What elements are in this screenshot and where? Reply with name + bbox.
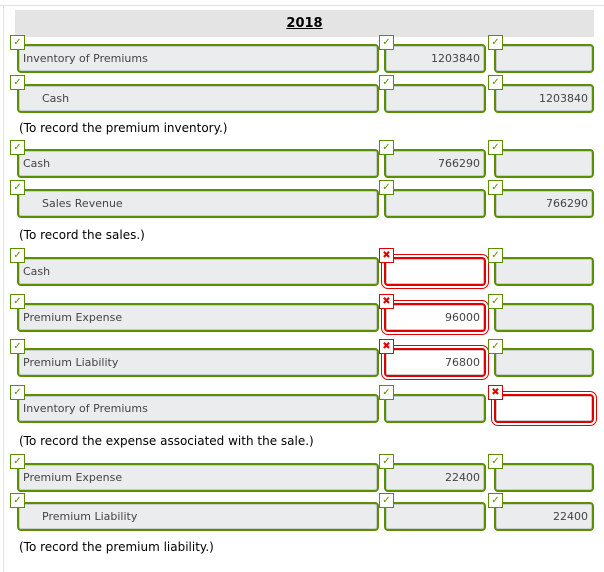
debit-field[interactable] <box>384 502 486 531</box>
left-divider <box>3 5 4 572</box>
check-icon: ✓ <box>488 294 503 309</box>
credit-field[interactable] <box>494 303 594 332</box>
credit-field[interactable] <box>494 348 594 377</box>
account-field[interactable]: Premium Expense <box>17 463 379 492</box>
check-icon: ✓ <box>379 385 394 400</box>
account-field[interactable]: Cash <box>17 149 379 178</box>
check-icon: ✓ <box>488 75 503 90</box>
x-icon: ✖ <box>379 294 394 309</box>
credit-field[interactable] <box>494 257 594 286</box>
check-icon: ✓ <box>379 493 394 508</box>
memo: (To record the sales.) <box>19 228 145 242</box>
account-field[interactable]: Inventory of Premiums <box>17 44 379 73</box>
check-icon: ✓ <box>10 454 25 469</box>
check-icon: ✓ <box>488 339 503 354</box>
credit-field[interactable] <box>494 394 594 423</box>
account-field[interactable]: Premium Liability <box>17 502 379 531</box>
debit-field[interactable] <box>384 257 486 286</box>
credit-field[interactable] <box>494 463 594 492</box>
check-icon: ✓ <box>488 180 503 195</box>
check-icon: ✓ <box>10 75 25 90</box>
check-icon: ✓ <box>379 140 394 155</box>
account-field[interactable]: Premium Expense <box>17 303 379 332</box>
account-field[interactable]: Premium Liability <box>17 348 379 377</box>
debit-field[interactable]: 96000 <box>384 303 486 332</box>
account-field[interactable]: Cash <box>17 84 379 113</box>
debit-field[interactable]: 76800 <box>384 348 486 377</box>
check-icon: ✓ <box>488 454 503 469</box>
credit-field[interactable]: 1203840 <box>494 84 594 113</box>
memo: (To record the premium liability.) <box>19 540 214 554</box>
debit-field[interactable]: 766290 <box>384 149 486 178</box>
check-icon: ✓ <box>10 140 25 155</box>
check-icon: ✓ <box>488 35 503 50</box>
account-field[interactable]: Sales Revenue <box>17 189 379 218</box>
debit-field[interactable] <box>384 394 486 423</box>
check-icon: ✓ <box>10 339 25 354</box>
account-field[interactable]: Cash <box>17 257 379 286</box>
account-field[interactable]: Inventory of Premiums <box>17 394 379 423</box>
credit-field[interactable] <box>494 149 594 178</box>
check-icon: ✓ <box>379 75 394 90</box>
memo: (To record the premium inventory.) <box>19 121 228 135</box>
check-icon: ✓ <box>10 35 25 50</box>
check-icon: ✓ <box>10 385 25 400</box>
top-divider <box>0 0 604 6</box>
debit-field[interactable] <box>384 189 486 218</box>
check-icon: ✓ <box>10 180 25 195</box>
debit-field[interactable]: 1203840 <box>384 44 486 73</box>
debit-field[interactable]: 22400 <box>384 463 486 492</box>
debit-field[interactable] <box>384 84 486 113</box>
x-icon: ✖ <box>379 339 394 354</box>
memo: (To record the expense associated with t… <box>19 434 314 448</box>
check-icon: ✓ <box>379 180 394 195</box>
credit-field[interactable]: 766290 <box>494 189 594 218</box>
x-icon: ✖ <box>488 385 503 400</box>
x-icon: ✖ <box>379 248 394 263</box>
year-header: 2018 <box>15 10 594 37</box>
check-icon: ✓ <box>10 248 25 263</box>
check-icon: ✓ <box>488 493 503 508</box>
check-icon: ✓ <box>10 493 25 508</box>
credit-field[interactable]: 22400 <box>494 502 594 531</box>
check-icon: ✓ <box>379 35 394 50</box>
credit-field[interactable] <box>494 44 594 73</box>
check-icon: ✓ <box>488 140 503 155</box>
check-icon: ✓ <box>10 294 25 309</box>
check-icon: ✓ <box>488 248 503 263</box>
check-icon: ✓ <box>379 454 394 469</box>
